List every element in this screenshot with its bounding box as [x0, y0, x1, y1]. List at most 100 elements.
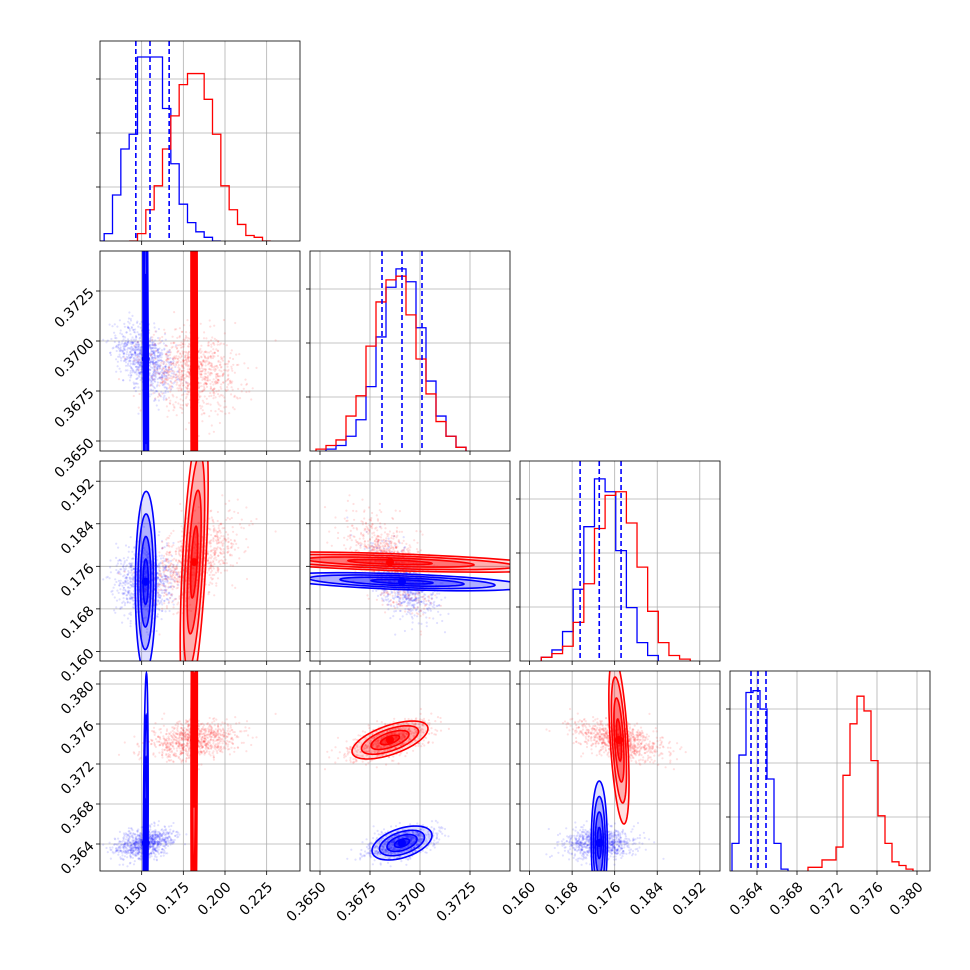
scatter-point	[168, 591, 171, 594]
scatter-point	[210, 576, 213, 579]
scatter-point	[140, 349, 143, 352]
scatter-point	[411, 617, 414, 620]
scatter-point	[139, 352, 142, 355]
scatter-point	[118, 571, 121, 574]
scatter-point	[210, 409, 213, 412]
scatter-point	[179, 580, 182, 584]
scatter-point	[137, 361, 140, 364]
scatter-point	[130, 566, 133, 569]
scatter-point	[180, 373, 184, 376]
scatter-point	[182, 365, 185, 368]
scatter-point	[212, 551, 215, 555]
scatter-point	[209, 385, 212, 388]
scatter-point	[150, 381, 153, 384]
scatter-point	[180, 389, 183, 392]
scatter-point	[217, 378, 220, 381]
scatter-point	[141, 598, 144, 601]
scatter-point	[237, 387, 240, 390]
scatter-point	[167, 576, 170, 579]
scatter-point	[411, 599, 414, 602]
scatter-point	[207, 562, 210, 565]
scatter-point	[401, 598, 405, 601]
scatter-point	[167, 602, 170, 605]
scatter-point	[178, 368, 181, 371]
scatter-point	[134, 348, 137, 351]
scatter-point	[151, 375, 154, 378]
scatter-point	[402, 593, 405, 596]
scatter-point	[137, 367, 140, 370]
scatter-point	[154, 344, 157, 347]
scatter-point	[228, 380, 231, 383]
scatter-point	[400, 550, 403, 554]
scatter-point	[220, 559, 223, 562]
scatter-point	[216, 536, 220, 539]
histogram-blue	[325, 268, 467, 451]
scatter-point	[137, 371, 140, 374]
scatter-point	[130, 564, 133, 567]
scatter-point	[149, 366, 152, 369]
scatter-point	[251, 387, 254, 390]
scatter-point	[419, 600, 422, 603]
scatter-point	[230, 349, 233, 352]
scatter-point	[139, 379, 142, 382]
scatter-point	[159, 580, 162, 583]
scatter-point	[135, 346, 138, 349]
scatter-point	[125, 331, 128, 334]
density-peak	[190, 558, 199, 567]
scatter-point	[168, 351, 171, 354]
scatter-point	[181, 343, 184, 346]
scatter-point	[124, 336, 127, 339]
scatter-point	[416, 561, 419, 564]
scatter-point	[160, 618, 163, 621]
scatter-point	[152, 333, 155, 336]
scatter-point	[110, 590, 113, 593]
scatter-point	[137, 370, 140, 373]
scatter-point	[128, 601, 131, 604]
scatter-point	[223, 527, 226, 530]
scatter-point	[138, 363, 141, 366]
scatter-point	[171, 569, 174, 572]
scatter-point	[160, 609, 164, 613]
scatter-point	[207, 356, 210, 359]
scatter-point	[209, 368, 213, 371]
scatter-point	[166, 558, 169, 561]
scatter-point	[109, 351, 112, 354]
scatter-point	[403, 596, 406, 599]
scatter-point	[215, 584, 218, 587]
scatter-point	[205, 397, 208, 400]
scatter-point	[134, 352, 137, 355]
scatter-point	[122, 335, 125, 338]
scatter-point	[198, 349, 201, 352]
scatter-point	[228, 382, 231, 385]
scatter-point	[178, 371, 181, 374]
scatter-point	[156, 364, 159, 367]
scatter-point	[204, 381, 207, 385]
scatter-point	[427, 606, 431, 609]
scatter-point	[363, 527, 366, 530]
scatter-point	[170, 382, 173, 385]
scatter-point	[161, 579, 164, 582]
scatter-point	[129, 317, 132, 320]
scatter-point	[379, 549, 382, 552]
scatter-point	[233, 371, 236, 374]
scatter-point	[215, 381, 218, 384]
scatter-point	[136, 376, 139, 380]
scatter-point	[124, 577, 127, 580]
scatter-point	[381, 549, 384, 552]
scatter-point	[156, 607, 159, 610]
scatter-point	[223, 569, 226, 572]
scatter-point	[204, 377, 207, 380]
scatter-point	[163, 370, 166, 373]
scatter-point	[112, 346, 115, 349]
scatter-point	[371, 548, 374, 551]
scatter-point	[184, 428, 188, 431]
scatter-point	[167, 368, 171, 371]
scatter-point	[164, 564, 168, 567]
scatter-point	[382, 589, 385, 592]
scatter-point	[122, 582, 125, 585]
scatter-point	[156, 370, 159, 373]
scatter-point	[187, 353, 190, 356]
scatter-point	[169, 380, 172, 383]
scatter-point	[151, 344, 154, 347]
scatter-point	[156, 366, 159, 369]
